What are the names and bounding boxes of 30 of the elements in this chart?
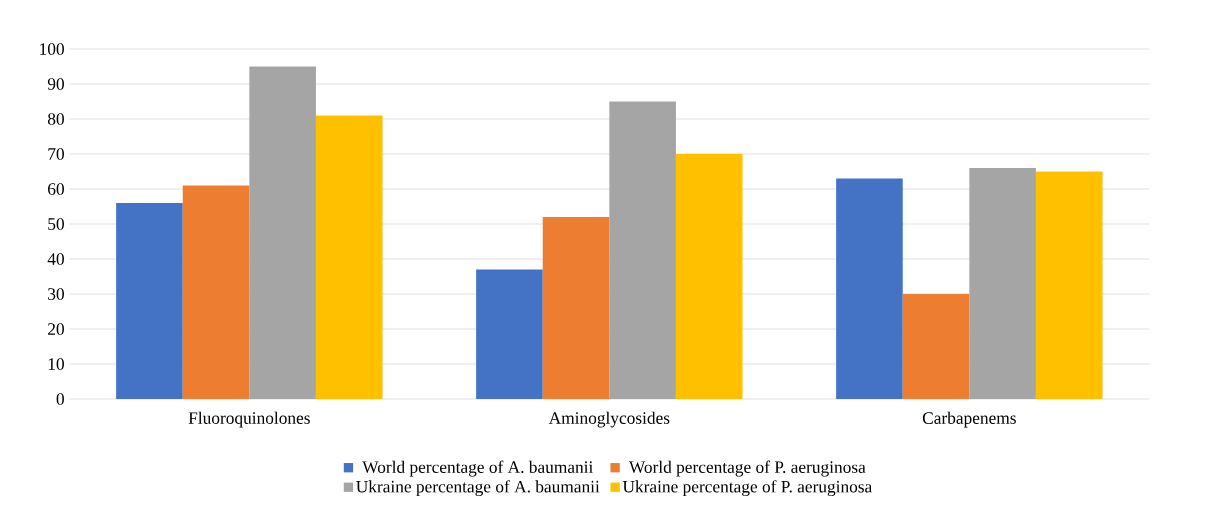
y-tick-label: 90 bbox=[47, 78, 64, 90]
bar bbox=[969, 168, 1036, 399]
y-tick-label: 40 bbox=[47, 253, 64, 265]
y-tick-label: 70 bbox=[48, 148, 64, 160]
bar bbox=[476, 269, 543, 399]
bar bbox=[675, 154, 743, 399]
y-tick-label: 0 bbox=[56, 393, 64, 405]
y-tick-label: 50 bbox=[48, 218, 64, 230]
y-tick-label: 80 bbox=[47, 113, 64, 125]
bar bbox=[902, 294, 970, 399]
bar bbox=[249, 66, 316, 399]
x-tick-label: Fluoroquinolones bbox=[188, 411, 310, 428]
legend-label: Ukraine percentage of P. aeruginosa bbox=[622, 480, 873, 497]
legend-label: World percentage of P. aeruginosa bbox=[628, 460, 866, 477]
legend-label: Ukraine percentage of A. baumanii bbox=[356, 480, 600, 497]
x-tick-label: Carbapenems bbox=[922, 411, 1016, 428]
bar bbox=[116, 203, 183, 399]
bar bbox=[836, 178, 903, 399]
bar bbox=[1035, 171, 1103, 399]
y-tick-label: 60 bbox=[48, 183, 64, 195]
y-tick-label: 100 bbox=[40, 43, 64, 55]
y-tick-label: 10 bbox=[48, 358, 64, 370]
y-tick-label: 30 bbox=[48, 288, 64, 300]
bar bbox=[542, 217, 610, 399]
bar bbox=[609, 101, 676, 399]
bar bbox=[315, 115, 383, 399]
x-tick-label: Aminoglycosides bbox=[548, 411, 670, 428]
y-tick-label: 20 bbox=[48, 323, 64, 335]
legend-label: World percentage of A. baumanii bbox=[362, 460, 594, 477]
bar bbox=[182, 185, 250, 399]
